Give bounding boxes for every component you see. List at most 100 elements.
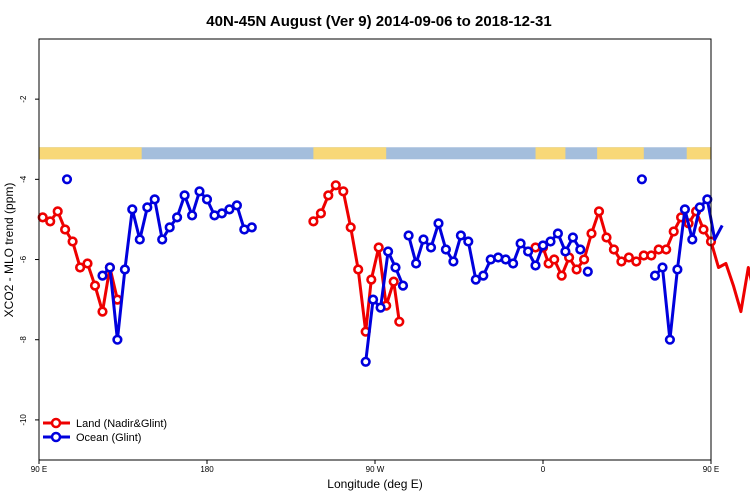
legend-ocean-marker [50, 431, 62, 443]
data-point-ocean [149, 194, 160, 205]
data-point-ocean [455, 230, 467, 241]
data-point-ocean [224, 204, 235, 215]
data-point-ocean [246, 222, 257, 233]
y-tick-label: -8 [19, 336, 28, 344]
data-point-land [394, 316, 405, 327]
data-point-ocean [375, 302, 386, 313]
chart-title: 40N-45N August (Ver 9) 2014-09-06 to 201… [206, 13, 551, 30]
data-point-ocean [112, 334, 123, 345]
x-tick-label: 90 E [31, 465, 47, 474]
y-tick-label: -2 [19, 95, 28, 103]
data-point-land [646, 250, 657, 261]
data-point-ocean [478, 270, 489, 281]
data-point-land [67, 236, 78, 247]
y-axis-label: XCO2 - MLO trend (ppm) [2, 183, 16, 318]
data-point-ocean [142, 202, 153, 213]
data-point-ocean [104, 262, 115, 273]
surface-type-band [39, 147, 711, 160]
data-point-land [52, 206, 63, 217]
legend: Land (Nadir&Glint) Ocean (Glint) [43, 417, 167, 444]
data-point-land [578, 254, 590, 265]
data-point-land [97, 306, 108, 317]
data-point-ocean [425, 242, 437, 253]
data-point-ocean [500, 254, 511, 265]
data-point-land [323, 190, 334, 201]
data-point-land [345, 222, 356, 233]
x-axis-label: Longitude (deg E) [327, 477, 422, 491]
data-point-ocean [127, 204, 138, 215]
data-point-ocean [537, 240, 549, 251]
data-point-ocean [575, 244, 586, 255]
legend-ocean-label: Ocean (Glint) [76, 432, 141, 444]
data-point-land [623, 252, 635, 263]
data-point-land [608, 244, 620, 255]
data-point-ocean [679, 204, 691, 215]
data-point-ocean [694, 202, 705, 213]
data-point-land [74, 262, 86, 273]
legend-land-label: Land (Nadir&Glint) [76, 418, 167, 430]
data-point-ocean [216, 208, 227, 219]
series-ocean [61, 174, 724, 367]
data-point-land [353, 264, 364, 275]
data-point-ocean [433, 218, 444, 229]
data-point-ocean [515, 238, 526, 249]
data-point-land [338, 186, 349, 197]
data-point-ocean [582, 266, 593, 277]
data-point-land [330, 180, 341, 191]
data-point-ocean [552, 228, 564, 239]
data-point-ocean [201, 194, 213, 205]
data-point-land [668, 226, 679, 237]
data-point-land [388, 276, 399, 287]
data-point-land [308, 216, 319, 227]
band-land [313, 147, 387, 160]
data-point-land [593, 206, 605, 217]
data-point-ocean [187, 210, 198, 221]
x-axis-ticks: 90 E 180 90 W 0 90 E [31, 460, 719, 474]
band-land [39, 147, 142, 160]
data-point-land [661, 244, 672, 255]
x-tick-label: 0 [541, 465, 546, 474]
data-point-land [315, 208, 327, 219]
band-land [686, 147, 711, 160]
data-point-ocean [545, 236, 556, 247]
data-point-land [549, 254, 560, 265]
x-tick-label: 90 E [703, 465, 719, 474]
data-point-ocean [411, 258, 422, 269]
data-point-ocean [172, 212, 183, 223]
data-point-ocean [522, 246, 534, 257]
data-point-land [698, 224, 709, 235]
data-point-ocean [687, 234, 698, 245]
data-point-ocean [360, 356, 371, 367]
data-point-ocean [567, 232, 579, 243]
x-tick-label: 180 [200, 465, 214, 474]
data-point-ocean [657, 262, 668, 273]
data-point-ocean [560, 246, 571, 257]
data-point-land [556, 270, 567, 281]
data-point-ocean [530, 260, 541, 271]
data-point-land [45, 216, 56, 227]
data-point-land [373, 242, 384, 253]
series-line-land [41, 209, 119, 314]
legend-land-marker [50, 417, 62, 429]
data-point-land [89, 280, 101, 291]
data-point-land [366, 274, 377, 285]
data-point-land [601, 232, 612, 243]
data-point-ocean [664, 334, 676, 345]
band-land [597, 147, 644, 160]
x-tick-label: 90 W [366, 465, 385, 474]
data-point-ocean [179, 190, 190, 201]
data-point-ocean [463, 236, 474, 247]
data-point-ocean [507, 258, 519, 269]
data-point-ocean [97, 270, 108, 281]
data-point-ocean [649, 270, 661, 281]
data-point-ocean [702, 194, 713, 205]
data-point-ocean [672, 264, 683, 275]
data-point-ocean [636, 174, 648, 185]
data-point-land [586, 228, 597, 239]
data-point-ocean [418, 234, 429, 245]
data-point-ocean [440, 244, 452, 255]
y-tick-label: -6 [19, 255, 28, 263]
data-point-land [571, 264, 582, 275]
data-point-ocean [61, 174, 73, 185]
